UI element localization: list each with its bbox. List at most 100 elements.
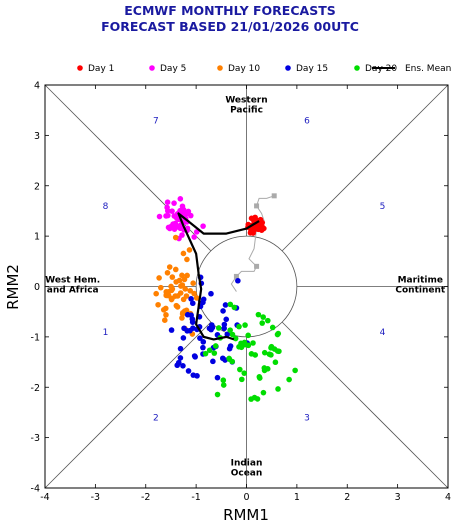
ensemble-point xyxy=(200,223,206,229)
ensemble-point xyxy=(238,344,245,351)
ensemble-point xyxy=(187,287,194,294)
legend-marker xyxy=(77,65,83,71)
ensemble-point xyxy=(179,272,185,279)
ensemble-point xyxy=(223,316,230,323)
ensemble-point xyxy=(237,366,243,373)
ensemble-point xyxy=(260,314,266,320)
y-tick-label: 0 xyxy=(34,282,40,293)
ensemble-point xyxy=(174,362,181,369)
observed-track-marker xyxy=(254,203,260,209)
ensemble-point xyxy=(226,345,233,352)
phase-label: 6 xyxy=(304,116,310,126)
y-tick-label: 1 xyxy=(34,232,40,243)
ensemble-mean-path xyxy=(177,212,260,341)
ensemble-point xyxy=(272,359,279,366)
ensemble-point xyxy=(192,354,198,360)
ensemble-point xyxy=(187,212,194,219)
ensemble-point xyxy=(227,327,233,333)
ensemble-points xyxy=(153,195,298,402)
legend-marker xyxy=(217,65,223,71)
x-tick-label: -2 xyxy=(141,492,150,503)
region-label: Pacific xyxy=(230,106,263,116)
ensemble-point xyxy=(248,351,255,357)
ensemble-point xyxy=(214,374,221,381)
ensemble-point xyxy=(177,355,184,361)
ensemble-point xyxy=(264,317,271,324)
y-tick-label: -3 xyxy=(31,433,40,444)
ensemble-point xyxy=(261,349,268,356)
x-tick-label: 0 xyxy=(243,492,249,503)
ensemble-point xyxy=(183,293,190,299)
ensemble-point xyxy=(179,315,185,321)
legend-label: Day 15 xyxy=(296,64,328,74)
ensemble-point xyxy=(245,332,251,339)
ensemble-point xyxy=(248,215,255,222)
ensemble-point xyxy=(174,293,181,299)
phase-label: 4 xyxy=(380,328,386,338)
ensemble-point xyxy=(202,350,209,357)
x-axis-label: RMM1 xyxy=(223,506,269,524)
ensemble-point xyxy=(177,195,184,202)
ensemble-point xyxy=(187,327,193,334)
observed-track-marker xyxy=(233,273,239,279)
region-label: Indian xyxy=(231,458,263,468)
ensemble-point xyxy=(212,343,219,349)
ensemble-point xyxy=(238,340,244,347)
phase-label: 8 xyxy=(103,202,109,212)
ensemble-point xyxy=(274,331,281,338)
chart-subtitle: FORECAST BASED 21/01/2026 00UTC xyxy=(101,19,359,34)
ensemble-point xyxy=(236,323,242,330)
ensemble-point xyxy=(220,377,227,384)
ensemble-point xyxy=(220,382,227,388)
ensemble-point xyxy=(171,200,177,206)
ensemble-point xyxy=(180,250,187,257)
legend-marker xyxy=(285,65,291,71)
ensemble-point xyxy=(183,307,190,314)
ensemble-point xyxy=(164,269,171,276)
ensemble-point xyxy=(163,312,169,318)
ensemble-point xyxy=(219,355,226,362)
phase-label: 3 xyxy=(304,413,310,423)
ensemble-point xyxy=(260,389,267,396)
ensemble-point xyxy=(186,247,193,253)
region-label: Ocean xyxy=(231,468,263,478)
ensemble-point xyxy=(215,325,222,331)
x-tick-label: -4 xyxy=(40,492,49,503)
legend-label: Ens. Mean xyxy=(405,64,451,74)
ensemble-point xyxy=(222,302,229,308)
ensemble-point xyxy=(163,213,169,219)
ensemble-point xyxy=(182,286,189,292)
ensemble-point xyxy=(214,391,221,398)
ensemble-point xyxy=(184,256,190,263)
ensemble-point xyxy=(153,290,159,297)
ensemble-point xyxy=(184,311,191,318)
region-label: Maritime xyxy=(398,275,443,285)
ensemble-point xyxy=(229,331,236,338)
ensemble-point xyxy=(179,282,186,288)
ensemble-point xyxy=(250,340,256,346)
ensemble-point xyxy=(286,376,292,383)
ensemble-point xyxy=(200,299,206,306)
legend-label: Day 1 xyxy=(88,64,114,74)
ensemble-point xyxy=(164,208,171,214)
y-tick-label: -4 xyxy=(31,484,40,495)
ensemble-point xyxy=(169,208,175,214)
ensemble-point xyxy=(259,320,266,326)
ensemble-point xyxy=(231,304,238,311)
ensemble-point xyxy=(275,386,281,392)
ensemble-point xyxy=(156,213,163,220)
y-axis-label: RMM2 xyxy=(4,264,22,310)
ensemble-point xyxy=(157,284,164,291)
x-tick-label: 3 xyxy=(395,492,401,503)
ensemble-point xyxy=(171,213,178,219)
region-label: and Africa xyxy=(47,285,99,295)
ensemble-point xyxy=(177,345,184,352)
phase-label: 1 xyxy=(103,328,109,338)
divider-line xyxy=(281,84,449,252)
ensemble-point xyxy=(156,275,162,281)
legend-marker xyxy=(149,65,155,71)
phase-labels: 1 2 3 4 5 6 7 8 xyxy=(103,116,386,423)
ensemble-point xyxy=(169,274,176,280)
